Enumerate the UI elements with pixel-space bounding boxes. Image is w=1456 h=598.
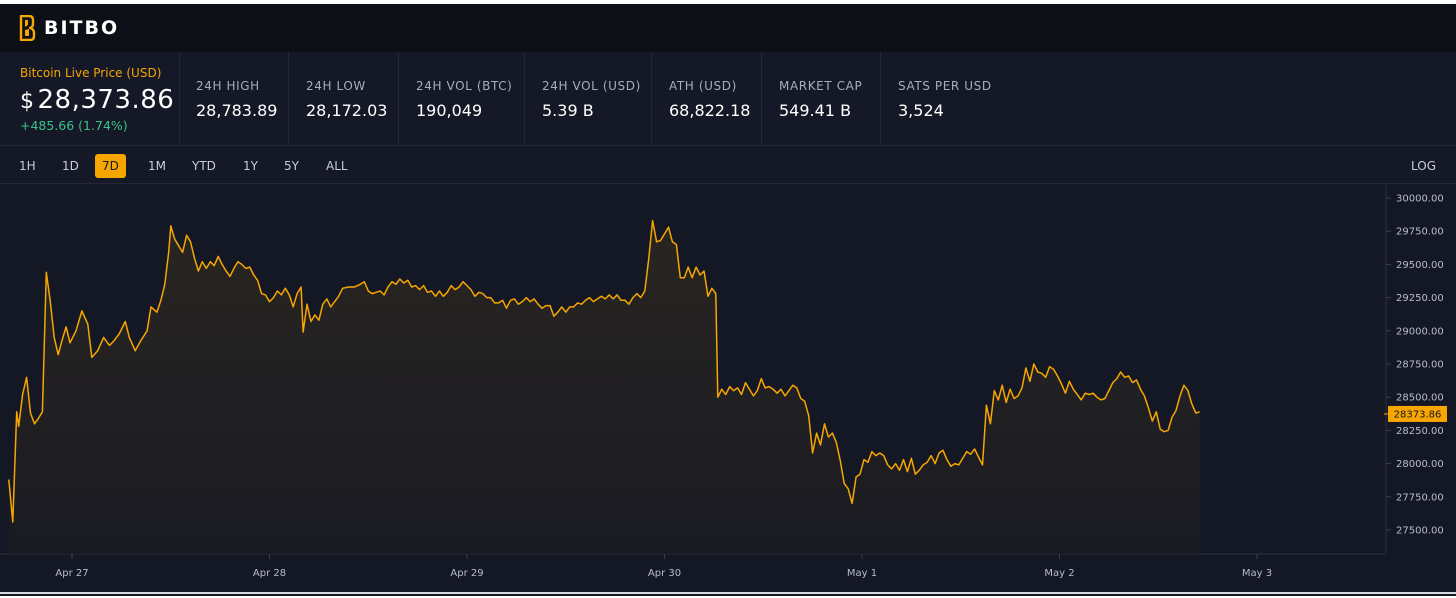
price-chart[interactable]: 30000.00 29750.00 29500.00 29250.00 29000.00… [0,185,1456,596]
range-button-7d[interactable]: 7D [95,154,126,178]
y-tick-label: 28500.00 [1396,393,1444,404]
x-axis: Apr 27 Apr 28 Apr 29 Apr 30 May 1 May 2 May 3 [55,554,1272,579]
stat-divider [651,52,652,146]
stat-divider [179,52,180,146]
stat-value: 3,524 [898,101,944,120]
stat-label: SATS PER USD [898,79,992,93]
range-bar: 1H 1D 7D 1M YTD 1Y 5Y ALL LOG [0,147,1456,184]
stat-ath: ATH (USD) 68,822.18 [652,52,767,146]
y-tick-label: 29000.00 [1396,326,1444,337]
stat-label: 24H VOL (BTC) [416,79,513,93]
current-price-label: 28373.86 [1394,409,1442,420]
live-price-block: Bitcoin Live Price (USD) $28,373.86 +485… [20,66,174,133]
range-button-ytd[interactable]: YTD [192,159,216,173]
log-scale-toggle[interactable]: LOG [1410,159,1436,173]
stats-bar: Bitcoin Live Price (USD) $28,373.86 +485… [0,52,1456,146]
current-price-badge [1388,405,1447,422]
stat-value: 5.39 B [542,101,594,120]
x-tick-label: May 1 [847,568,877,579]
stat-label: MARKET CAP [779,79,863,93]
current-price-marker: 28373.86 [1384,405,1447,422]
stat-24h-high: 24H HIGH 28,783.89 [179,52,294,146]
stat-value: 28,783.89 [196,101,278,120]
x-tick-label: Apr 27 [55,568,88,579]
stat-label: 24H HIGH [196,79,260,93]
range-button-5y[interactable]: 5Y [284,159,299,173]
stat-divider [288,52,289,146]
stat-divider [524,52,525,146]
stat-24h-vol-usd: 24H VOL (USD) 5.39 B [525,52,658,146]
range-button-1d[interactable]: 1D [62,159,79,173]
y-tick-label: 28250.00 [1396,426,1444,437]
stat-divider [398,52,399,146]
range-button-1h[interactable]: 1H [19,159,36,173]
price-line [8,219,1200,523]
x-tick-label: Apr 30 [648,568,681,579]
y-tick-label: 27750.00 [1396,492,1444,503]
stat-24h-vol-btc: 24H VOL (BTC) 190,049 [399,52,529,146]
stat-value: 28,172.03 [306,101,388,120]
live-price-value: 28,373.86 [37,85,175,115]
stat-value: 190,049 [416,101,483,120]
y-tick-label: 29500.00 [1396,260,1444,271]
y-axis: 30000.00 29750.00 29500.00 29250.00 29000.00… [1386,194,1444,537]
x-tick-label: May 3 [1242,568,1272,579]
y-tick-label: 28000.00 [1396,459,1444,470]
x-tick-label: Apr 28 [253,568,286,579]
y-tick-label: 29750.00 [1396,227,1444,238]
price-change: +485.66 (1.74%) [20,118,128,133]
bottom-border [0,592,1456,594]
live-price: $28,373.86 [20,85,174,115]
bitbo-app: BITBO Bitcoin Live Price (USD) $28,373.8… [0,4,1456,596]
bitbo-logo-icon [19,15,36,41]
range-button-all[interactable]: ALL [326,159,348,173]
top-bar: BITBO [0,4,1456,52]
logo[interactable]: BITBO [18,15,119,41]
range-button-1m[interactable]: 1M [148,159,166,173]
y-tick-label: 28750.00 [1396,360,1444,371]
stat-24h-low: 24H LOW 28,172.03 [289,52,404,146]
x-tick-label: May 2 [1044,568,1074,579]
brand-name: BITBO [44,17,120,39]
price-chart-svg[interactable]: 30000.00 29750.00 29500.00 29250.00 29000.00… [0,185,1456,596]
y-tick-label: 27500.00 [1396,526,1444,537]
y-tick-label: 29250.00 [1396,293,1444,304]
range-button-1y[interactable]: 1Y [243,159,258,173]
currency-symbol: $ [20,89,35,114]
price-area-fill [8,220,1200,554]
stat-label: ATH (USD) [669,79,737,93]
stat-label: 24H LOW [306,79,366,93]
stat-market-cap: MARKET CAP 549.41 B [762,52,879,146]
stat-divider [880,52,881,146]
live-price-title: Bitcoin Live Price (USD) [20,66,162,80]
stat-value: 68,822.18 [669,101,751,120]
stat-divider [761,52,762,146]
stat-label: 24H VOL (USD) [542,79,641,93]
stat-value: 549.41 B [779,101,852,120]
stat-sats-per-usd: SATS PER USD 3,524 [881,52,1009,146]
y-tick-label: 30000.00 [1396,194,1444,205]
x-tick-label: Apr 29 [450,568,483,579]
